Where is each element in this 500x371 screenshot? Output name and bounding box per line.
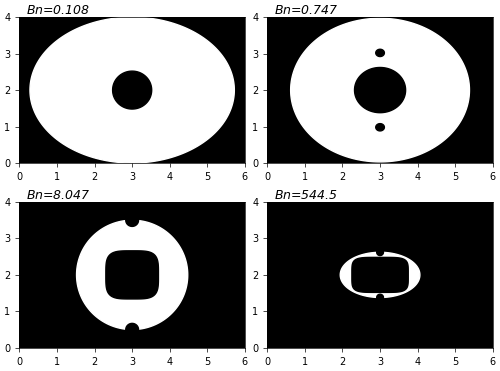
Polygon shape [112,71,152,109]
Text: $Bn$=0.108: $Bn$=0.108 [26,4,90,17]
Polygon shape [290,18,470,162]
Polygon shape [376,294,384,301]
Polygon shape [30,17,234,163]
Polygon shape [126,324,138,336]
Polygon shape [106,251,158,299]
Text: $Bn$=8.047: $Bn$=8.047 [26,189,91,202]
Polygon shape [376,49,384,56]
Polygon shape [376,249,384,256]
Polygon shape [352,257,408,292]
Polygon shape [354,68,406,113]
Polygon shape [376,124,384,131]
Polygon shape [340,252,420,298]
Polygon shape [76,220,188,329]
Polygon shape [126,214,138,226]
Text: $Bn$=0.747: $Bn$=0.747 [274,4,339,17]
Text: $Bn$=544.5: $Bn$=544.5 [274,189,338,202]
